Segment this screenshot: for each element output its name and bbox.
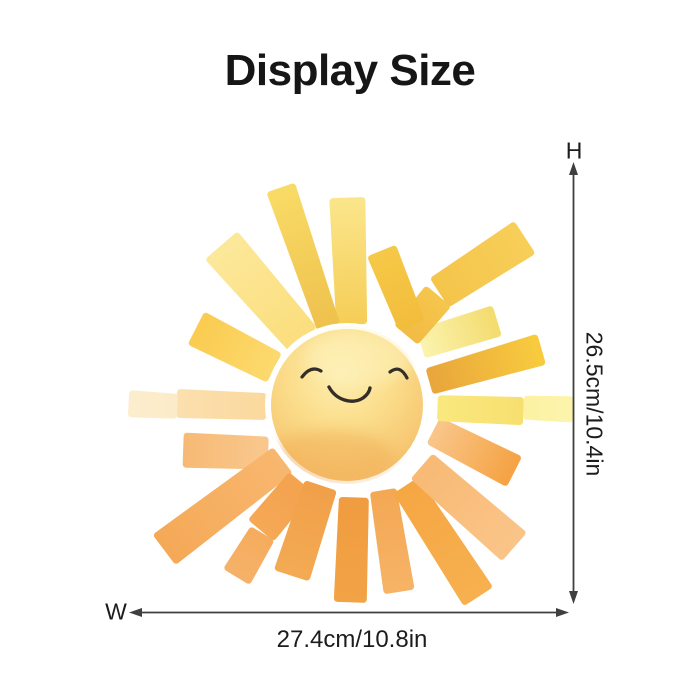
sun-rays — [128, 183, 574, 605]
dimension-arrows — [129, 162, 578, 617]
sun-ray — [188, 312, 281, 382]
sun-ray — [182, 432, 269, 470]
width-dimension-value: 27.4cm/10.8in — [276, 626, 428, 653]
arrowhead-down-icon — [569, 591, 578, 604]
right-eye — [388, 367, 409, 380]
sun-ray — [153, 448, 292, 564]
sun-ray — [368, 245, 424, 330]
sun-ray — [176, 389, 267, 420]
arrowhead-left-icon — [129, 608, 142, 617]
height-dimension-label: H — [565, 137, 583, 164]
sun-ray — [274, 481, 337, 581]
sun-ray — [128, 390, 178, 419]
arrowhead-up-icon — [569, 162, 578, 175]
width-arrow — [129, 608, 569, 617]
sun-face — [265, 323, 429, 487]
height-dimension-value: 26.5cm/10.4in — [581, 331, 608, 477]
sun-ray — [206, 232, 316, 351]
sun-ray — [417, 306, 501, 358]
sun-ray — [267, 183, 340, 331]
sun-ray — [370, 488, 415, 594]
page-title: Display Size — [224, 46, 476, 95]
left-eye — [300, 367, 323, 379]
height-arrow — [569, 162, 578, 604]
sun-ray — [411, 454, 526, 560]
sun-ray — [426, 334, 546, 394]
sun-ray — [329, 197, 368, 325]
smile — [327, 385, 372, 403]
sun-ray — [333, 497, 369, 603]
sun-ray — [431, 222, 535, 307]
width-dimension-label: W — [105, 598, 127, 625]
sun-ray — [437, 395, 524, 425]
arrowhead-right-icon — [556, 608, 569, 617]
sun-ray — [427, 418, 521, 486]
sun-ray — [394, 478, 492, 605]
sun-ray — [523, 395, 574, 423]
sun-ray — [224, 527, 274, 584]
sun-ray — [249, 473, 313, 541]
